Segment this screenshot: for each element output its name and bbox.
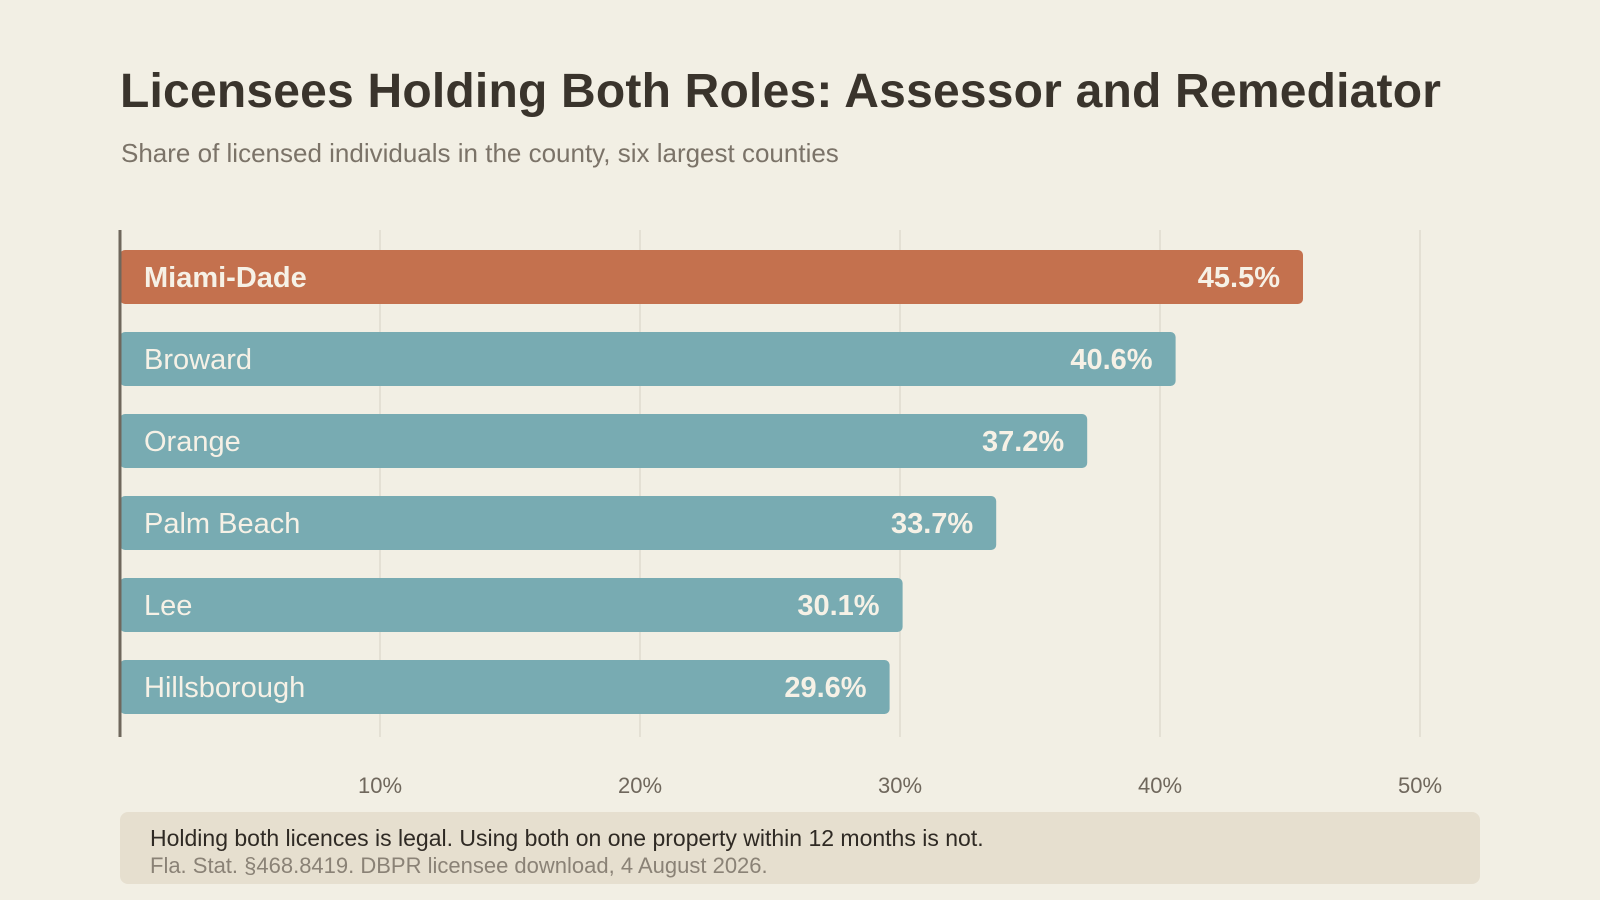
data-label: 33.7% — [891, 508, 973, 540]
data-label: 29.6% — [784, 672, 866, 704]
chart-title: Licensees Holding Both Roles: Assessor a… — [120, 65, 1442, 118]
bar-category-label: Broward — [144, 344, 252, 376]
bar-category-label: Palm Beach — [144, 508, 300, 540]
data-label: 37.2% — [982, 426, 1064, 458]
bar — [120, 250, 1303, 304]
footnote-text: Holding both licences is legal. Using bo… — [150, 825, 984, 851]
bar-category-label: Orange — [144, 426, 241, 458]
data-label: 40.6% — [1070, 344, 1152, 376]
x-tick-label: 10% — [358, 773, 402, 798]
x-tick-label: 30% — [878, 773, 922, 798]
data-label: 45.5% — [1198, 262, 1280, 294]
bar — [120, 496, 997, 550]
x-tick-label: 20% — [618, 773, 662, 798]
bar — [120, 332, 1176, 386]
bar — [120, 414, 1088, 468]
chart-subtitle: Share of licensed individuals in the cou… — [121, 138, 839, 168]
x-tick-label: 50% — [1398, 773, 1442, 798]
footnote-box: Holding both licences is legal. Using bo… — [120, 812, 1480, 884]
data-label: 30.1% — [797, 590, 879, 622]
source-text: Fla. Stat. §468.8419. DBPR licensee down… — [150, 853, 768, 878]
bar — [120, 660, 890, 714]
x-tick-label: 40% — [1138, 773, 1182, 798]
bar — [120, 578, 903, 632]
bar-category-label: Hillsborough — [144, 672, 305, 704]
bar-category-label: Miami-Dade — [144, 262, 307, 294]
bar-category-label: Lee — [144, 590, 192, 622]
